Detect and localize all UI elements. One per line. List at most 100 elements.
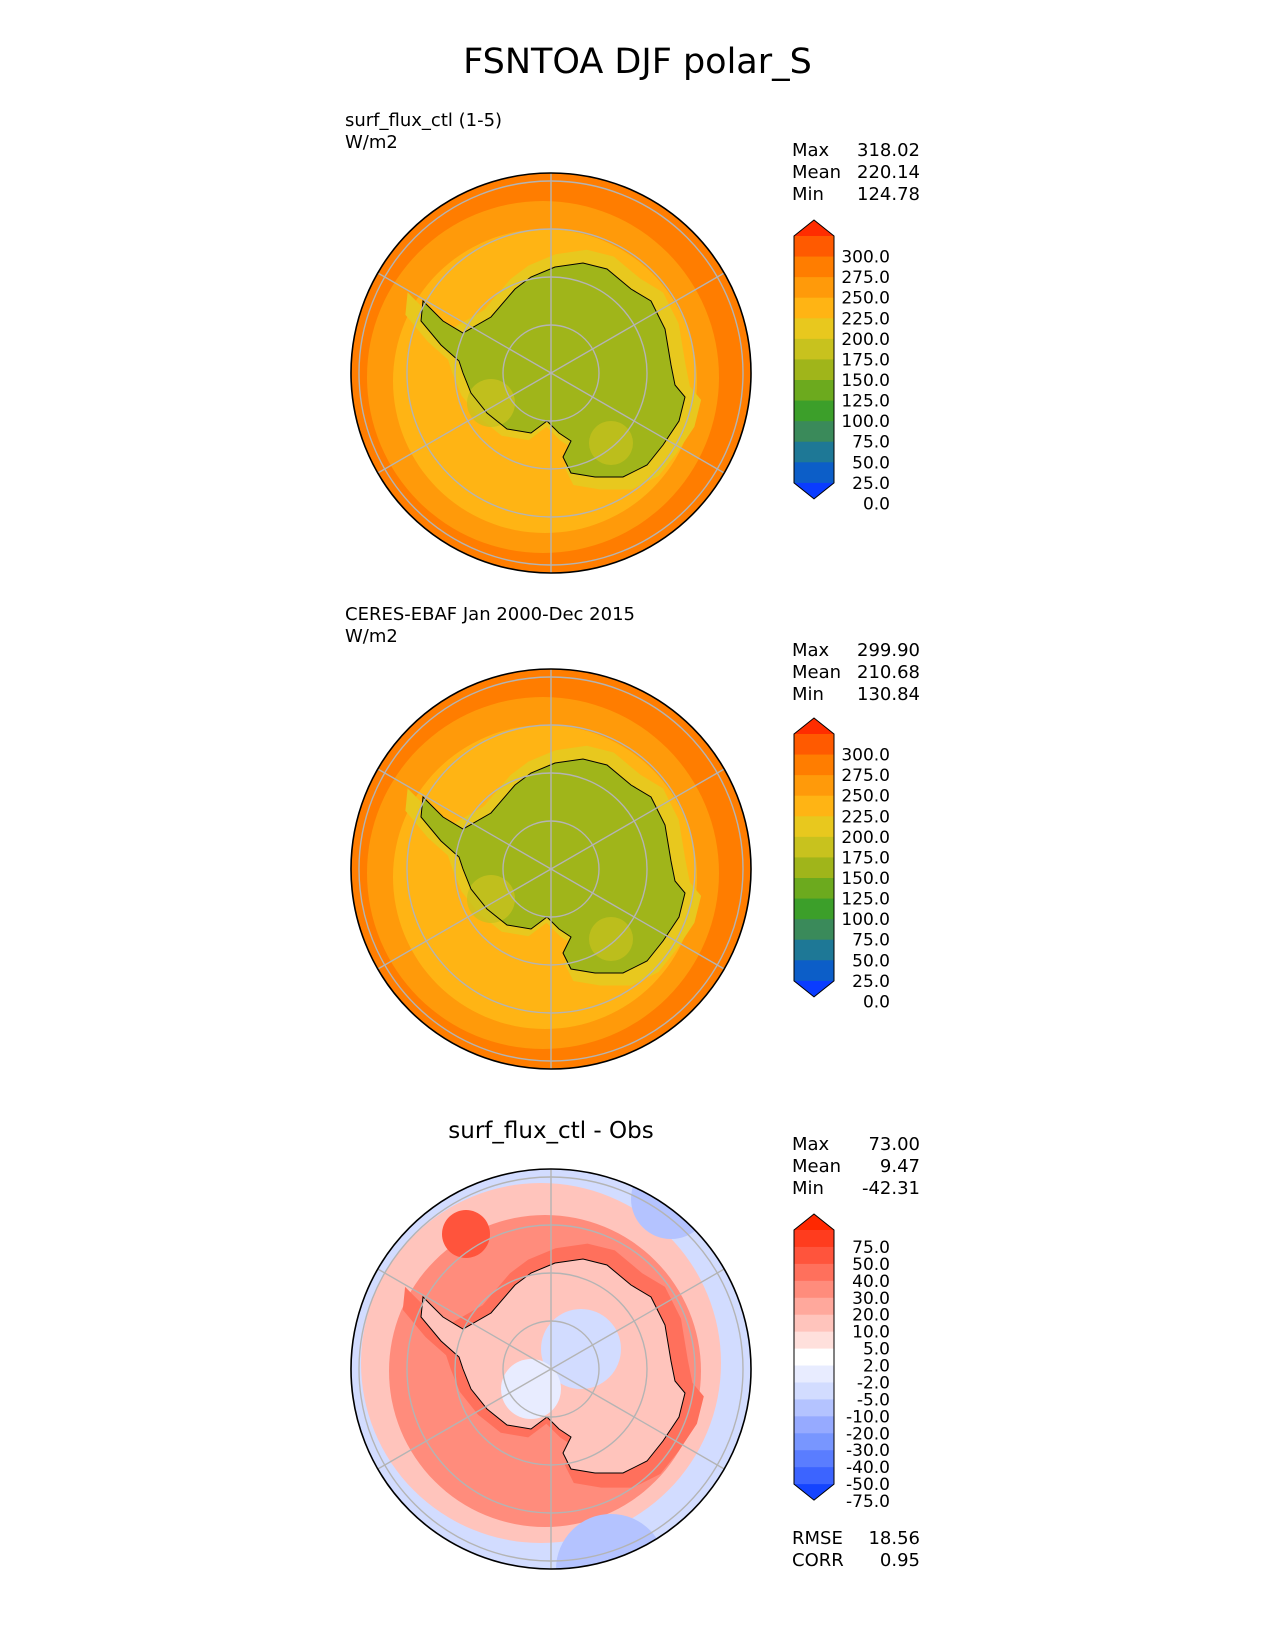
map-field (351, 173, 751, 573)
coastline (420, 1258, 686, 1474)
colorbar-extend-min (794, 482, 834, 499)
shelf-patch (589, 421, 633, 465)
map-field (351, 1169, 751, 1569)
colorbar-tick-label: -40.0 (846, 1458, 890, 1478)
stats-box: Max 299.90 Mean 210.68 Min 130.84 (792, 640, 920, 706)
figure-title: FSNTOA DJF polar_S (463, 42, 812, 82)
colorbar-swatch (794, 441, 834, 463)
colorbar-swatch (794, 1399, 834, 1417)
colorbar-tick-label: 10.0 (852, 1323, 890, 1343)
colorbar-swatch (794, 898, 834, 920)
panel-units: W/m2 (345, 132, 398, 153)
colorbar-tick-label: 175.0 (841, 848, 890, 868)
colorbar-extend-min (794, 980, 834, 997)
colorbar-swatch (794, 816, 834, 838)
colorbar-tick-label: 125.0 (841, 890, 890, 910)
colorbar-tick-label: 75.0 (852, 1238, 890, 1258)
colorbar-tick-label: 50.0 (852, 951, 890, 971)
colorbar-swatch (794, 1450, 834, 1468)
colorbar-tick-label: 50.0 (852, 1255, 890, 1275)
colorbar-tick-label: 150.0 (841, 371, 890, 391)
colorbar-tick-label: -5.0 (857, 1390, 890, 1410)
colorbar-tick-label: 300.0 (841, 248, 890, 268)
polar-map (350, 668, 752, 1070)
colorbar-swatch (794, 878, 834, 900)
colorbar-swatch (794, 400, 834, 422)
map-field (351, 669, 751, 1069)
colorbar-swatch (794, 1230, 834, 1248)
metrics-box: RMSE 18.56 CORR 0.95 (792, 1528, 920, 1572)
colorbar-swatch (794, 754, 834, 776)
colorbar-tick-label: -30.0 (846, 1441, 890, 1461)
stat-min-label: Min (792, 184, 824, 205)
colorbar-swatch (794, 1246, 834, 1265)
colorbar-tick-label: 0.0 (863, 992, 890, 1012)
stat-max-label: Max (792, 140, 830, 161)
stat-mean-value: 220.14 (857, 162, 920, 183)
colorbar-tick-label: 25.0 (852, 972, 890, 992)
colorbar-tick-label: -2.0 (857, 1373, 890, 1393)
colorbar-tick-label: 100.0 (841, 910, 890, 930)
colorbar-extend-max (794, 718, 834, 734)
stat-min-label: Min (792, 1178, 824, 1199)
meridian-line (377, 1268, 725, 1470)
colorbar-tick-label: 200.0 (841, 828, 890, 848)
colorbar-swatch (794, 297, 834, 319)
stat-mean-value: 9.47 (879, 1156, 920, 1177)
stat-min-value: -42.31 (861, 1178, 920, 1199)
colorbar-outline (793, 219, 835, 500)
colorbar-swatch (794, 318, 834, 340)
colorbar-swatch (794, 236, 834, 258)
colorbar-swatch (794, 462, 834, 484)
colorbar-swatch (794, 1433, 834, 1451)
corr-value: 0.95 (879, 1550, 920, 1571)
colorbar-tick-label: -20.0 (846, 1424, 890, 1444)
colorbar-tick-label: 5.0 (863, 1340, 890, 1360)
colorbar-swatch (794, 734, 834, 756)
coastline (420, 262, 686, 478)
colorbar: 300.0275.0250.0225.0200.0175.0150.0125.0… (793, 219, 890, 514)
colorbar-swatch (794, 939, 834, 961)
stat-max-value: 299.90 (857, 640, 920, 661)
colorbar: 75.050.040.030.020.010.05.02.0-2.0-5.0-1… (793, 1213, 890, 1512)
colorbar: 300.0275.0250.0225.0200.0175.0150.0125.0… (793, 717, 890, 1012)
colorbar-swatch (794, 380, 834, 402)
colorbar-swatch (794, 1365, 834, 1383)
colorbar-tick-label: 250.0 (841, 289, 890, 309)
colorbar-tick-label: 200.0 (841, 330, 890, 350)
colorbar-tick-label: 100.0 (841, 412, 890, 432)
colorbar-tick-label: 30.0 (852, 1289, 890, 1309)
colorbar-swatch (794, 1297, 834, 1316)
colorbar-outline (793, 717, 835, 998)
coastline (420, 758, 686, 974)
colorbar-swatch (794, 256, 834, 278)
colorbar-swatch (794, 1314, 834, 1333)
shelf-patch (589, 917, 633, 961)
colorbar-tick-label: 300.0 (841, 746, 890, 766)
colorbar-swatch (794, 1280, 834, 1299)
colorbar-swatch (794, 1331, 834, 1350)
colorbar-swatch (794, 919, 834, 941)
colorbar-swatch (794, 836, 834, 858)
colorbar-tick-label: -10.0 (846, 1407, 890, 1427)
map-boundary (350, 668, 752, 1070)
stat-mean-value: 210.68 (857, 662, 920, 683)
colorbar-tick-label: 40.0 (852, 1272, 890, 1292)
colorbar-tick-label: 150.0 (841, 869, 890, 889)
stats-box: Max 318.02 Mean 220.14 Min 124.78 (792, 140, 920, 206)
rmse-label: RMSE (792, 1528, 843, 1549)
stat-max-value: 73.00 (868, 1134, 920, 1155)
polar-map (350, 1168, 752, 1570)
map-boundary (350, 1168, 752, 1570)
colorbar-swatch (794, 1348, 834, 1367)
colorbar-tick-label: 25.0 (852, 474, 890, 494)
colorbar-tick-label: 225.0 (841, 309, 890, 329)
map-boundary (350, 172, 752, 574)
meridian-line (377, 272, 725, 474)
stat-min-value: 130.84 (857, 684, 920, 705)
stat-min-label: Min (792, 684, 824, 705)
colorbar-tick-label: 75.0 (852, 433, 890, 453)
corr-label: CORR (792, 1550, 844, 1571)
stat-max-value: 318.02 (857, 140, 920, 161)
colorbar-swatch (794, 795, 834, 817)
